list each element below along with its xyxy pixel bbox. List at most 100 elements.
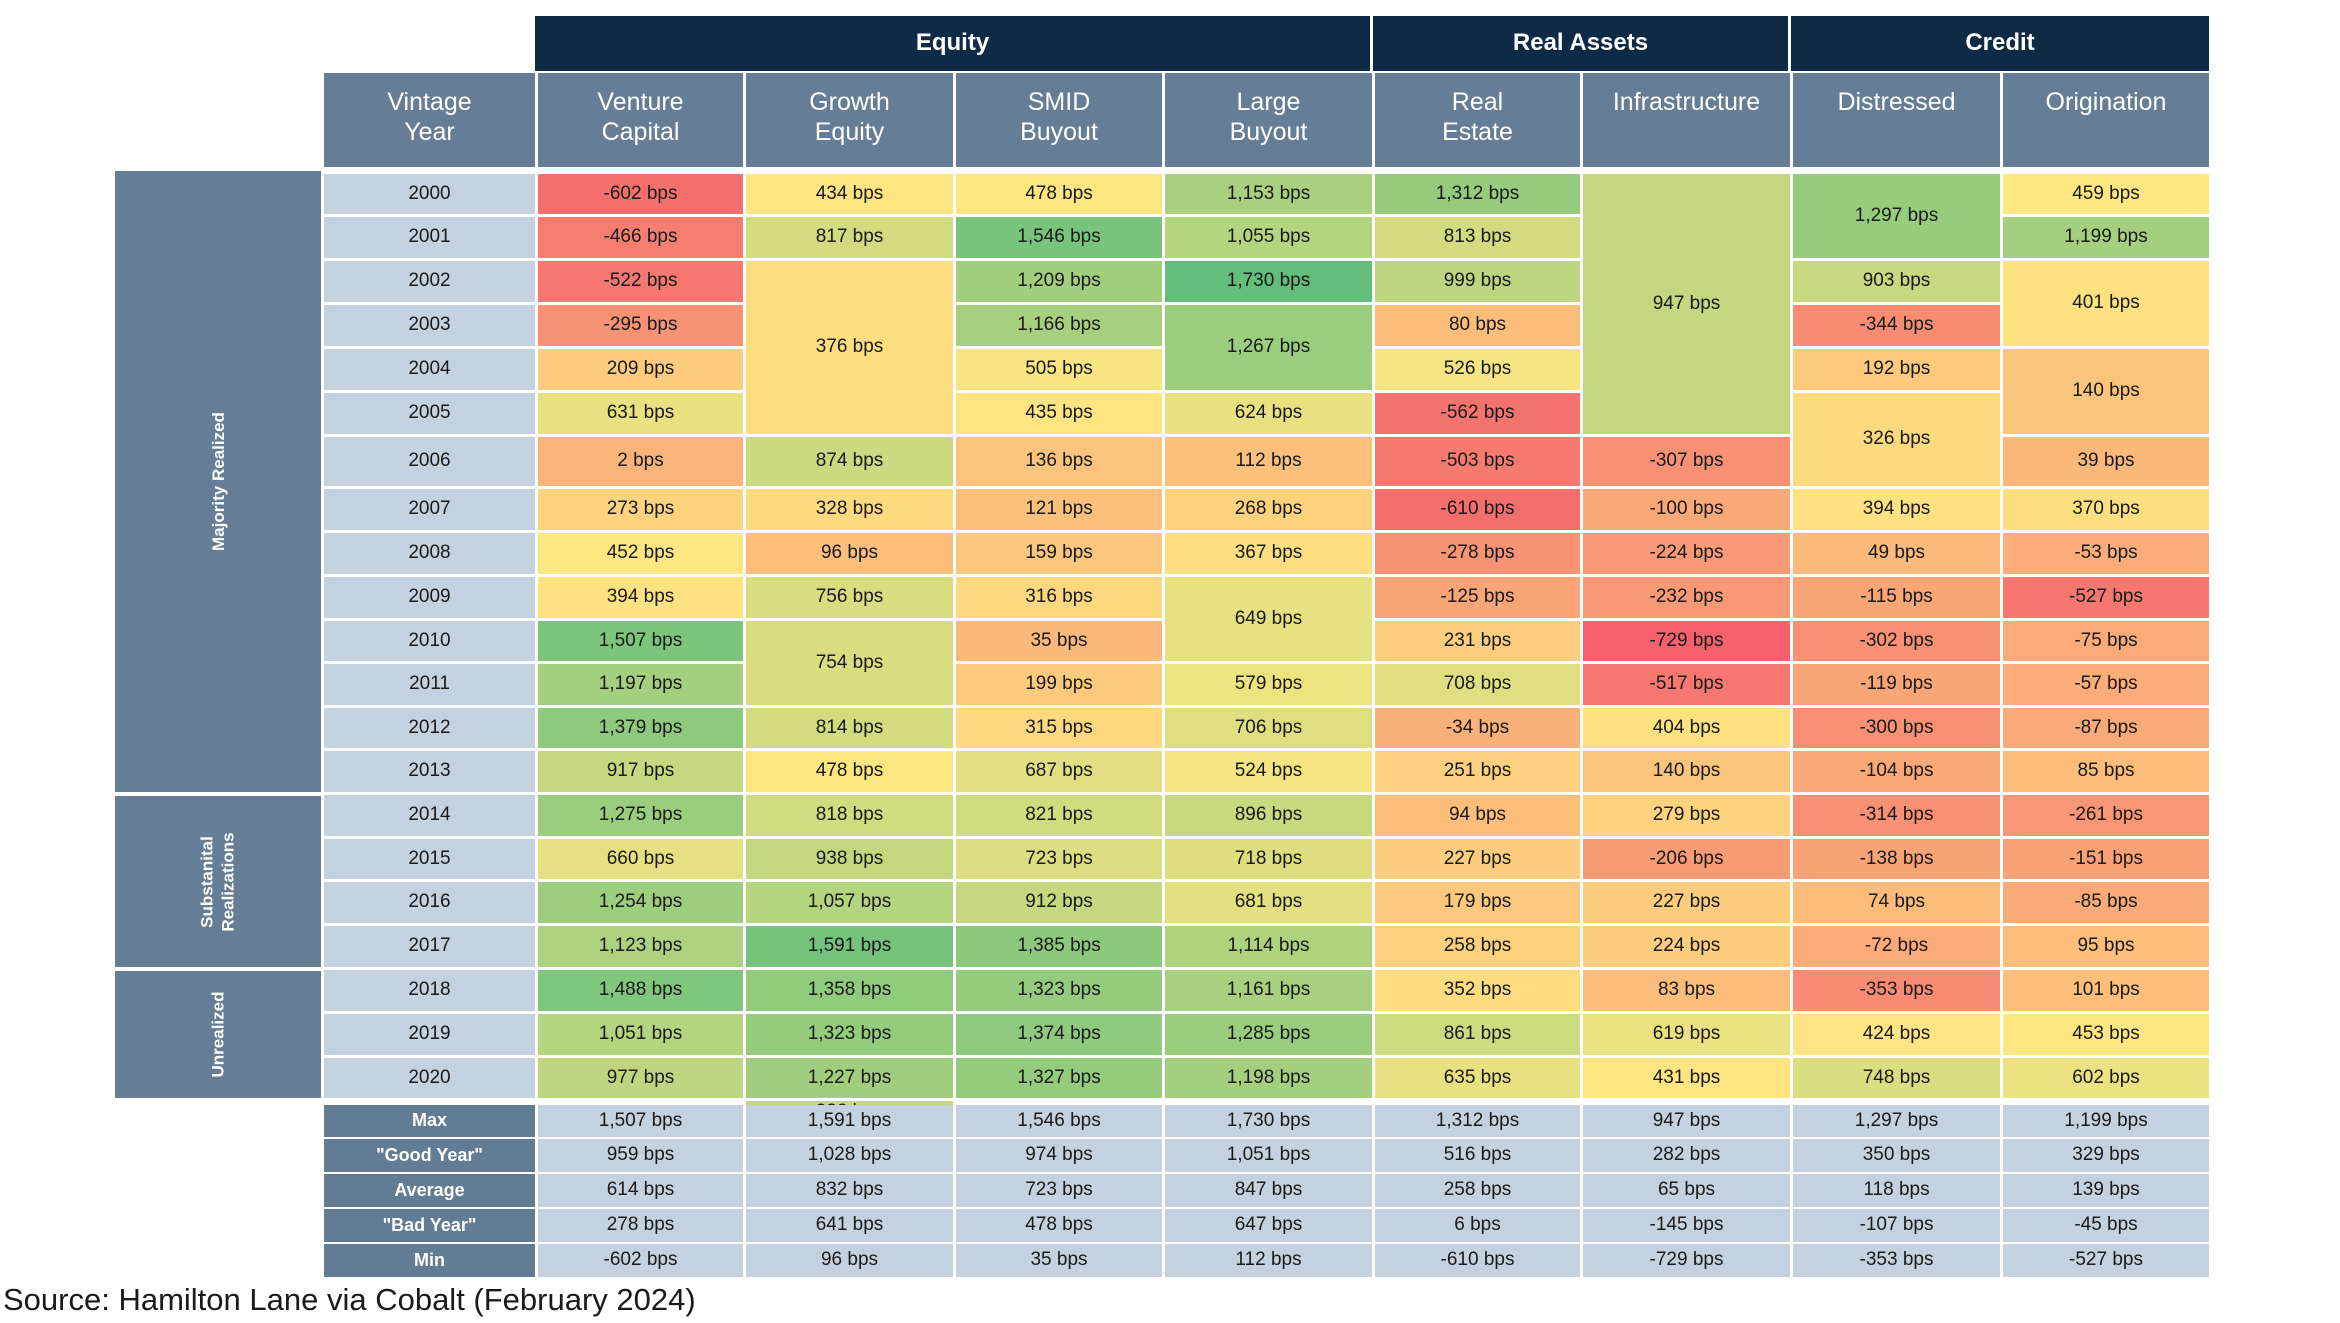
- data-cell: 49 bps: [1793, 533, 2000, 574]
- data-cell: -206 bps: [1583, 839, 1790, 879]
- summary-cell: 947 bps: [1583, 1105, 1790, 1137]
- data-cell: -151 bps: [2003, 839, 2209, 879]
- summary-cell: 139 bps: [2003, 1174, 2209, 1207]
- data-cell: 459 bps: [2003, 174, 2209, 214]
- vintage-year-cell: 2018: [324, 970, 535, 1011]
- data-cell: 1,055 bps: [1165, 217, 1372, 258]
- data-cell: -85 bps: [2003, 882, 2209, 923]
- summary-cell: -107 bps: [1793, 1209, 2000, 1242]
- vintage-year-cell: 2016: [324, 882, 535, 923]
- data-cell: 112 bps: [1165, 437, 1372, 486]
- data-cell: 224 bps: [1583, 926, 1790, 967]
- phase-label: Majority Realized: [115, 171, 321, 792]
- vintage-year-cell: 2017: [324, 926, 535, 967]
- data-cell: 818 bps: [746, 795, 953, 836]
- summary-cell: 1,591 bps: [746, 1105, 953, 1137]
- data-cell: -610 bps: [1375, 489, 1580, 530]
- data-cell: -466 bps: [538, 217, 743, 258]
- data-cell: 1,227 bps: [746, 1058, 953, 1098]
- data-cell: 326 bps: [1793, 393, 2000, 486]
- vintage-year-cell: 2009: [324, 577, 535, 618]
- data-cell: 1,198 bps: [1165, 1058, 1372, 1098]
- data-cell: 813 bps: [1375, 217, 1580, 258]
- phase-label-text: Unrealized: [208, 991, 228, 1078]
- summary-cell: 65 bps: [1583, 1174, 1790, 1207]
- data-cell: 861 bps: [1375, 1014, 1580, 1055]
- data-cell: -125 bps: [1375, 577, 1580, 618]
- data-cell: 1,153 bps: [1165, 174, 1372, 214]
- data-cell: 2 bps: [538, 437, 743, 486]
- summary-cell: 1,199 bps: [2003, 1105, 2209, 1137]
- data-cell: 649 bps: [1165, 577, 1372, 661]
- data-cell: 121 bps: [956, 489, 1162, 530]
- data-cell: -115 bps: [1793, 577, 2000, 618]
- data-cell: 80 bps: [1375, 305, 1580, 346]
- data-cell: -517 bps: [1583, 664, 1790, 705]
- data-cell: 1,123 bps: [538, 926, 743, 967]
- summary-cell: 329 bps: [2003, 1139, 2209, 1172]
- data-cell: -119 bps: [1793, 664, 2000, 705]
- vintage-year-cell: 2008: [324, 533, 535, 574]
- data-cell: 681 bps: [1165, 882, 1372, 923]
- vintage-year-cell: 2010: [324, 621, 535, 661]
- data-cell: 83 bps: [1583, 970, 1790, 1011]
- summary-cell: 723 bps: [956, 1174, 1162, 1207]
- data-cell: 1,358 bps: [746, 970, 953, 1011]
- summary-cell: 959 bps: [538, 1139, 743, 1172]
- data-cell: 39 bps: [2003, 437, 2209, 486]
- data-cell: 367 bps: [1165, 533, 1372, 574]
- vintage-year-cell: 2004: [324, 349, 535, 390]
- summary-cell: 112 bps: [1165, 1244, 1372, 1277]
- data-cell: 370 bps: [2003, 489, 2209, 530]
- data-cell: 624 bps: [1165, 393, 1372, 434]
- data-cell: 526 bps: [1375, 349, 1580, 390]
- summary-cell: 1,730 bps: [1165, 1105, 1372, 1137]
- data-cell: -729 bps: [1583, 621, 1790, 661]
- data-cell: 1,267 bps: [1165, 305, 1372, 390]
- summary-label: "Bad Year": [324, 1209, 535, 1242]
- data-cell: 1,057 bps: [746, 882, 953, 923]
- data-cell: 431 bps: [1583, 1058, 1790, 1098]
- column-header: Large Buyout: [1165, 73, 1372, 167]
- data-cell: 452 bps: [538, 533, 743, 574]
- data-cell: 478 bps: [956, 174, 1162, 214]
- summary-cell: -45 bps: [2003, 1209, 2209, 1242]
- data-cell: -100 bps: [1583, 489, 1790, 530]
- data-cell: 631 bps: [538, 393, 743, 434]
- data-cell: 315 bps: [956, 708, 1162, 748]
- data-cell: -138 bps: [1793, 839, 2000, 879]
- column-header: Vintage Year: [324, 73, 535, 167]
- summary-cell: 258 bps: [1375, 1174, 1580, 1207]
- phase-label-text: Majority Realized: [208, 412, 228, 551]
- vintage-year-cell: 2001: [324, 217, 535, 258]
- data-cell: 1,275 bps: [538, 795, 743, 836]
- vintage-year-cell: 2005: [324, 393, 535, 434]
- data-cell: 1,591 bps: [746, 926, 953, 967]
- data-cell: 708 bps: [1375, 664, 1580, 705]
- data-cell: 1,546 bps: [956, 217, 1162, 258]
- summary-cell: 974 bps: [956, 1139, 1162, 1172]
- summary-cell: 478 bps: [956, 1209, 1162, 1242]
- phase-label: Substanital Realizations: [115, 796, 321, 967]
- summary-cell: -602 bps: [538, 1244, 743, 1277]
- summary-cell: 847 bps: [1165, 1174, 1372, 1207]
- data-cell: 1,730 bps: [1165, 261, 1372, 302]
- data-cell: 1,327 bps: [956, 1058, 1162, 1098]
- data-cell: 268 bps: [1165, 489, 1372, 530]
- data-cell: 1,161 bps: [1165, 970, 1372, 1011]
- summary-cell: -610 bps: [1375, 1244, 1580, 1277]
- data-cell: 394 bps: [538, 577, 743, 618]
- column-header: Growth Equity: [746, 73, 953, 167]
- summary-cell: 641 bps: [746, 1209, 953, 1242]
- data-cell: 524 bps: [1165, 751, 1372, 792]
- data-cell: 328 bps: [746, 489, 953, 530]
- data-cell: -261 bps: [2003, 795, 2209, 836]
- data-cell: -602 bps: [538, 174, 743, 214]
- data-cell: 478 bps: [746, 751, 953, 792]
- data-cell: 404 bps: [1583, 708, 1790, 748]
- data-cell: 903 bps: [1793, 261, 2000, 302]
- data-cell: 94 bps: [1375, 795, 1580, 836]
- data-cell: 999 bps: [1375, 261, 1580, 302]
- data-cell: 279 bps: [1583, 795, 1790, 836]
- data-cell: 1,197 bps: [538, 664, 743, 705]
